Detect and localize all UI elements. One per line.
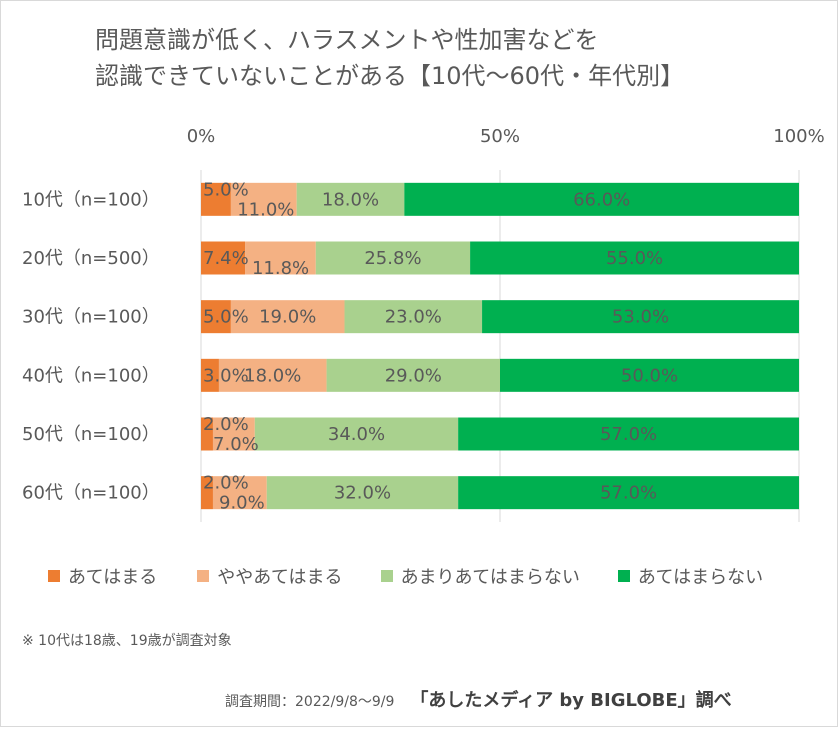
data-label-2-0: 18.0% bbox=[322, 189, 379, 210]
legend: あてはまる ややあてはまる あまりあてはまらない あてはまらない bbox=[48, 563, 793, 589]
bar-segment-3-0 bbox=[404, 182, 799, 216]
bar-segment-2-4 bbox=[254, 417, 459, 451]
data-label-1-3: 18.0% bbox=[244, 365, 301, 386]
legend-label-atehamaranai: あてはまらない bbox=[637, 567, 764, 588]
stacked-bar-chart: 0% 50% 100%10代（n=100） 5.0%11.0% 18.0% 66.0%20… bbox=[22, 126, 825, 522]
legend-swatch-atehamaranai bbox=[617, 570, 630, 582]
chart-title: 問題意識が低く、ハラスメントや性加害などを 認識できていないことがある【10代～… bbox=[95, 22, 684, 94]
bar-segment-0-0 bbox=[201, 182, 231, 216]
bar-segment-2-1 bbox=[315, 241, 471, 275]
data-label-3-0: 66.0% bbox=[573, 189, 630, 210]
data-label-2-4: 34.0% bbox=[328, 424, 385, 445]
bar-segment-2-3 bbox=[326, 358, 500, 392]
category-label-2: 30代（n=100） bbox=[22, 307, 160, 328]
category-label-4: 50代（n=100） bbox=[22, 424, 160, 445]
data-label-3-1: 55.0% bbox=[606, 248, 663, 269]
bar-segment-3-1 bbox=[470, 241, 799, 275]
bar-segment-0-5 bbox=[201, 476, 213, 510]
data-label-2-1: 25.8% bbox=[364, 248, 421, 269]
bar-segment-0-3 bbox=[201, 358, 219, 392]
data-label-1-0: 11.0% bbox=[237, 199, 294, 220]
data-label-3-5: 57.0% bbox=[600, 483, 657, 504]
legend-swatch-yaya-atehamaru bbox=[197, 570, 210, 582]
data-label-2-3: 29.0% bbox=[385, 365, 442, 386]
bar-segment-3-2 bbox=[482, 300, 799, 334]
bar-segment-0-1 bbox=[201, 241, 246, 275]
title-line-2: 認識できていないことがある【10代～60代・年代別】 bbox=[95, 62, 685, 90]
data-label-1-5: 9.0% bbox=[219, 493, 265, 514]
data-label-1-1: 11.8% bbox=[252, 258, 309, 279]
bar-segment-1-0 bbox=[230, 182, 297, 216]
data-label-0-4: 2.0% bbox=[203, 414, 249, 435]
bar-segment-1-5 bbox=[212, 476, 267, 510]
data-label-0-1: 7.4% bbox=[203, 248, 249, 269]
x-tick-label-50: 50% bbox=[480, 126, 520, 147]
footer: 調査期間：2022/9/8～9/9 「あしたメディア by BIGLOBE」調べ bbox=[225, 686, 732, 712]
legend-label-amari-atehamaranai: あまりあてはまらない bbox=[400, 567, 580, 588]
survey-note: ※ 10代は18歳、19歳が調査対象 bbox=[22, 633, 232, 649]
bar-segment-3-4 bbox=[458, 417, 799, 451]
legend-item-atehamaranai: あてはまらない bbox=[617, 563, 764, 589]
legend-item-yaya-atehamaru: ややあてはまる bbox=[197, 563, 343, 589]
bar-segment-1-1 bbox=[245, 241, 316, 275]
data-label-3-4: 57.0% bbox=[600, 424, 657, 445]
legend-label-atehamaru: あてはまる bbox=[68, 567, 158, 588]
data-label-0-3: 3.0% bbox=[203, 365, 249, 386]
category-label-1: 20代（n=500） bbox=[22, 248, 160, 269]
x-tick-label-0: 0% bbox=[187, 126, 216, 147]
bar-segment-0-4 bbox=[201, 417, 213, 451]
category-label-3: 40代（n=100） bbox=[22, 365, 160, 386]
data-label-0-5: 2.0% bbox=[203, 473, 249, 494]
data-label-0-0: 5.0% bbox=[203, 179, 249, 200]
data-label-2-5: 32.0% bbox=[334, 483, 391, 504]
category-label-5: 60代（n=100） bbox=[22, 483, 160, 504]
legend-item-amari-atehamaranai: あまりあてはまらない bbox=[380, 563, 580, 589]
legend-item-atehamaru: あてはまる bbox=[48, 563, 157, 589]
source-credit: 「あしたメディア by BIGLOBE」調べ bbox=[410, 690, 732, 711]
data-label-3-3: 50.0% bbox=[621, 365, 678, 386]
bar-segment-2-0 bbox=[296, 182, 405, 216]
data-label-2-2: 23.0% bbox=[385, 307, 442, 328]
bar-segment-2-5 bbox=[266, 476, 459, 510]
data-label-1-2: 19.0% bbox=[259, 307, 316, 328]
bar-segment-1-3 bbox=[218, 358, 327, 392]
bar-segment-3-3 bbox=[500, 358, 799, 392]
bar-segment-0-2 bbox=[201, 300, 231, 334]
legend-swatch-amari-atehamaranai bbox=[380, 570, 393, 582]
category-label-0: 10代（n=100） bbox=[22, 189, 160, 210]
legend-label-yaya-atehamaru: ややあてはまる bbox=[217, 567, 343, 588]
survey-period: 調査期間：2022/9/8～9/9 bbox=[225, 694, 395, 710]
legend-swatch-atehamaru bbox=[48, 570, 60, 582]
bar-segment-1-4 bbox=[212, 417, 255, 451]
bar-segment-2-2 bbox=[344, 300, 483, 334]
title-line-1: 問題意識が低く、ハラスメントや性加害などを bbox=[95, 26, 599, 54]
data-label-3-2: 53.0% bbox=[612, 307, 669, 328]
bar-segment-1-2 bbox=[230, 300, 345, 334]
x-tick-label-100: 100% bbox=[773, 126, 824, 147]
data-label-1-4: 7.0% bbox=[213, 434, 259, 455]
data-label-0-2: 5.0% bbox=[203, 307, 249, 328]
bar-segment-3-5 bbox=[458, 476, 799, 510]
